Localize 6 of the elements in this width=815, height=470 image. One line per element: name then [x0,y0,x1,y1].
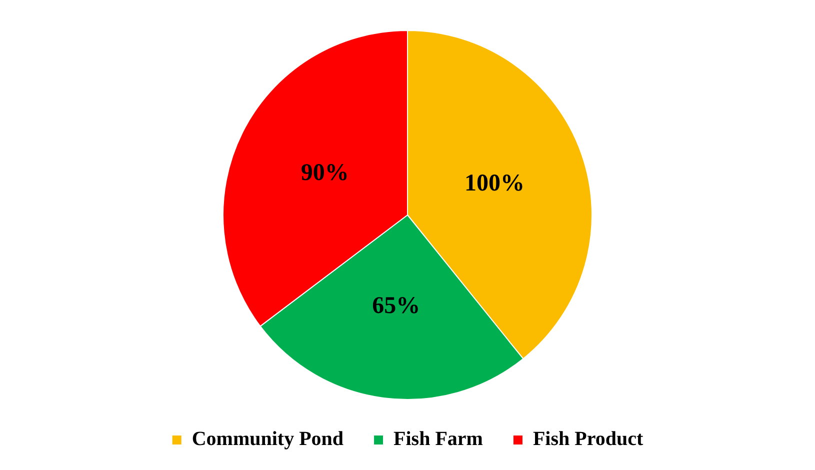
legend-label: Fish Product [532,428,644,450]
legend-label: Fish Farm [394,428,484,450]
data-label: 100% [464,170,525,197]
data-label: 90% [300,160,349,186]
legend-label: Community Pond [192,428,344,450]
data-label: 65% [372,292,420,319]
